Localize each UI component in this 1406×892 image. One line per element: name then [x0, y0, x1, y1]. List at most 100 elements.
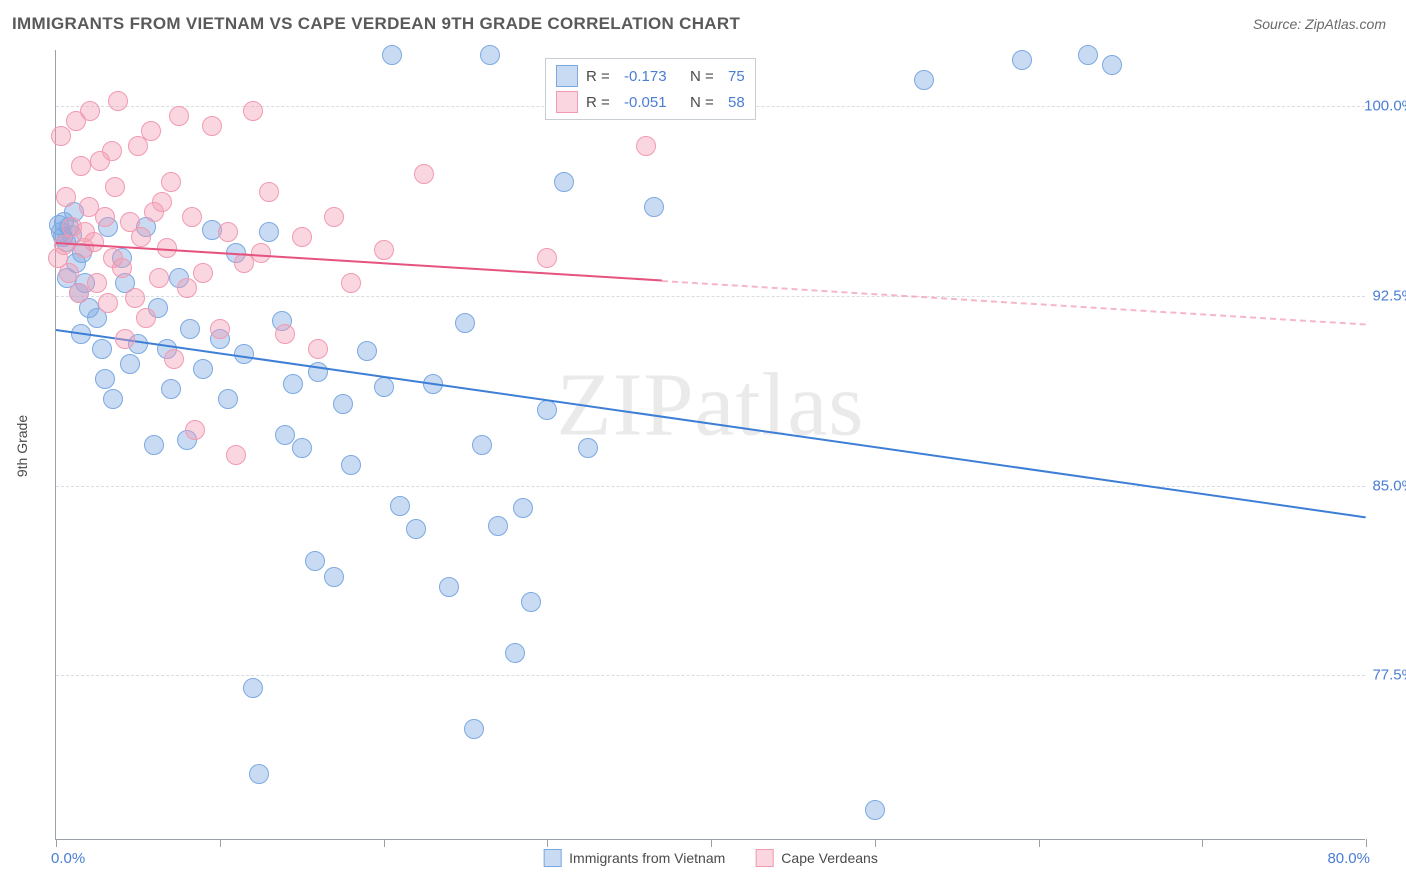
- legend-r-value: -0.173: [624, 68, 682, 85]
- scatter-point: [374, 240, 394, 260]
- x-tick: [220, 839, 221, 847]
- scatter-point: [472, 435, 492, 455]
- trend-line: [56, 329, 1366, 518]
- scatter-point: [59, 263, 79, 283]
- scatter-point: [185, 420, 205, 440]
- scatter-point: [112, 258, 132, 278]
- legend-label: Immigrants from Vietnam: [569, 850, 725, 866]
- scatter-point: [357, 341, 377, 361]
- chart-container: IMMIGRANTS FROM VIETNAM VS CAPE VERDEAN …: [0, 0, 1406, 892]
- scatter-point: [108, 91, 128, 111]
- scatter-point: [164, 349, 184, 369]
- watermark: ZIPatlas: [557, 354, 865, 457]
- scatter-point: [125, 288, 145, 308]
- scatter-point: [210, 319, 230, 339]
- scatter-point: [193, 359, 213, 379]
- scatter-point: [84, 232, 104, 252]
- source-attribution: Source: ZipAtlas.com: [1253, 16, 1386, 32]
- scatter-point: [283, 374, 303, 394]
- legend-top-box: R = -0.173 N = 75R = -0.051 N = 58: [545, 58, 756, 120]
- legend-r-value: -0.051: [624, 94, 682, 111]
- scatter-point: [292, 227, 312, 247]
- legend-swatch: [543, 849, 561, 867]
- scatter-point: [414, 164, 434, 184]
- legend-bottom: Immigrants from Vietnam Cape Verdeans: [543, 849, 878, 867]
- scatter-point: [505, 643, 525, 663]
- gridline: [56, 486, 1365, 487]
- scatter-point: [513, 498, 533, 518]
- scatter-point: [177, 278, 197, 298]
- scatter-point: [406, 519, 426, 539]
- scatter-point: [95, 207, 115, 227]
- scatter-point: [180, 319, 200, 339]
- scatter-point: [636, 136, 656, 156]
- legend-n-value: 75: [728, 68, 745, 85]
- scatter-point: [202, 116, 222, 136]
- y-tick-label: 77.5%: [1360, 667, 1406, 684]
- scatter-point: [324, 567, 344, 587]
- scatter-point: [234, 344, 254, 364]
- scatter-point: [382, 45, 402, 65]
- scatter-point: [259, 182, 279, 202]
- scatter-point: [87, 273, 107, 293]
- x-axis-start-label: 0.0%: [51, 850, 85, 867]
- x-tick: [384, 839, 385, 847]
- scatter-point: [1012, 50, 1032, 70]
- scatter-point: [249, 764, 269, 784]
- scatter-point: [71, 156, 91, 176]
- scatter-point: [95, 369, 115, 389]
- scatter-point: [455, 313, 475, 333]
- scatter-point: [218, 389, 238, 409]
- scatter-point: [152, 192, 172, 212]
- scatter-point: [341, 455, 361, 475]
- legend-row: R = -0.173 N = 75: [556, 63, 745, 89]
- scatter-point: [521, 592, 541, 612]
- legend-swatch: [556, 65, 578, 87]
- legend-n-value: 58: [728, 94, 745, 111]
- scatter-point: [275, 324, 295, 344]
- y-tick-label: 100.0%: [1360, 97, 1406, 114]
- scatter-point: [390, 496, 410, 516]
- scatter-point: [131, 227, 151, 247]
- gridline: [56, 675, 1365, 676]
- legend-n-label: N =: [690, 68, 720, 85]
- scatter-point: [488, 516, 508, 536]
- scatter-point: [136, 308, 156, 328]
- y-tick-label: 92.5%: [1360, 287, 1406, 304]
- scatter-point: [341, 273, 361, 293]
- x-tick: [547, 839, 548, 847]
- scatter-point: [105, 177, 125, 197]
- legend-label: Cape Verdeans: [781, 850, 878, 866]
- scatter-point: [243, 678, 263, 698]
- plot-area: ZIPatlas 0.0% 80.0% Immigrants from Viet…: [55, 50, 1365, 840]
- scatter-point: [305, 551, 325, 571]
- scatter-point: [914, 70, 934, 90]
- legend-row: R =-0.051N =58: [556, 89, 745, 115]
- scatter-point: [144, 435, 164, 455]
- scatter-point: [439, 577, 459, 597]
- legend-r-label: R =: [586, 68, 616, 85]
- trend-line: [56, 242, 662, 281]
- legend-swatch: [556, 91, 578, 113]
- scatter-point: [69, 283, 89, 303]
- legend-swatch: [755, 849, 773, 867]
- source-value: ZipAtlas.com: [1305, 16, 1386, 32]
- scatter-point: [161, 379, 181, 399]
- scatter-point: [578, 438, 598, 458]
- legend-n-label: N =: [690, 94, 720, 111]
- x-tick: [711, 839, 712, 847]
- x-tick: [875, 839, 876, 847]
- scatter-point: [226, 445, 246, 465]
- scatter-point: [80, 101, 100, 121]
- scatter-point: [1078, 45, 1098, 65]
- scatter-point: [149, 268, 169, 288]
- x-tick: [1039, 839, 1040, 847]
- scatter-point: [464, 719, 484, 739]
- x-axis-end-label: 80.0%: [1327, 850, 1370, 867]
- scatter-point: [193, 263, 213, 283]
- x-tick: [1366, 839, 1367, 847]
- scatter-point: [141, 121, 161, 141]
- gridline: [56, 296, 1365, 297]
- chart-title: IMMIGRANTS FROM VIETNAM VS CAPE VERDEAN …: [12, 14, 740, 34]
- legend-bottom-item: Cape Verdeans: [755, 849, 878, 867]
